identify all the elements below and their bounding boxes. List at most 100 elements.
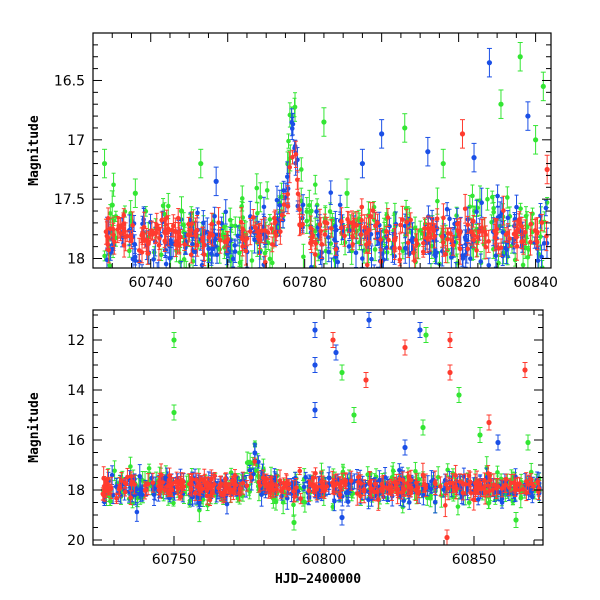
data-point-red [156,226,162,232]
data-point-red [398,222,403,228]
data-point-blue [281,188,286,193]
data-point-red [178,234,183,240]
data-point-green [165,203,171,209]
data-point-red [186,232,192,238]
data-point-red [475,234,480,240]
data-point-red [148,231,153,237]
data-point-green [435,198,440,204]
data-point-red [350,241,355,247]
y-tick-label: 17 [67,133,85,149]
data-point-blue [209,251,214,256]
data-point-red [370,208,376,213]
data-point-green [160,203,166,209]
data-point-red [471,219,476,224]
data-point-red [528,221,534,227]
data-point-blue [360,256,365,261]
data-point-blue [337,202,343,208]
data-point-green [445,467,450,473]
data-point-green [455,504,461,509]
data-point-blue [328,190,334,195]
data-point-red [492,228,498,234]
data-point-red [310,233,316,238]
data-point-green [264,188,270,193]
data-point-blue [447,216,452,222]
top-panel: 60740 60760 60780 60800 60820 60840 16.5 17 17.5… [27,32,558,297]
data-point-green [518,495,524,501]
data-point-red [244,236,250,241]
outlier-point-blue [425,149,431,155]
outlier-point-green [178,208,185,214]
y-tick-label: 18 [67,252,85,268]
data-point-blue [290,121,296,127]
data-point-red [139,233,144,238]
data-point-green [312,182,318,187]
outlier-point-green [321,119,327,125]
data-point-blue [505,215,511,221]
data-point-blue [326,235,331,240]
data-point-green [118,277,123,282]
data-point-red [496,246,501,251]
data-point-green [523,213,529,219]
data-point-red [281,202,287,207]
data-point-red [384,229,389,234]
outlier-point-green [132,190,138,196]
data-point-green [413,468,418,474]
data-point-red [216,220,221,225]
data-point-red [175,215,181,221]
data-point-red [338,225,344,231]
data-point-red [462,206,468,212]
data-point-red [523,229,528,235]
data-point-red [255,234,261,239]
y-tick-label: 16.5 [54,73,85,89]
data-point-green [489,194,495,200]
data-point-green [257,194,263,200]
data-point-red [153,230,159,236]
data-point-blue [168,238,173,243]
data-point-green [107,263,113,268]
data-point-red [507,236,512,241]
data-point-green [300,499,306,504]
data-point-red [457,232,462,237]
data-point-red [136,248,142,253]
data-point-green [128,464,133,469]
data-point-blue [300,202,306,208]
data-point-red [319,242,325,247]
data-point-green [171,500,176,506]
data-point-red [243,248,249,254]
data-point-red [404,219,410,225]
data-point-red [240,227,246,232]
data-point-red [465,246,471,252]
data-point-green [372,247,378,252]
data-point-red [218,237,223,243]
data-points-bottom [100,312,542,545]
data-point-green [518,206,523,211]
data-point-blue [544,240,550,246]
data-point-red [439,234,445,239]
data-point-green [127,248,132,254]
data-point-red [278,229,283,234]
x-tick-label: 60780 [282,275,327,291]
data-point-red [295,191,301,197]
x-tick-label: 60800 [359,275,404,291]
data-point-red [115,227,120,232]
x-tick-label: 60820 [436,275,481,291]
bottom-panel: 60750 60800 608501214161820MagnitudeHJD−24… [27,309,544,587]
data-point-green [262,250,268,256]
data-point-red [317,222,323,227]
data-point-green [286,138,291,144]
data-point-green [524,224,530,230]
data-point-red [342,233,347,239]
data-point-blue [255,292,260,297]
data-point-blue [104,257,110,263]
data-point-red [128,234,133,239]
data-point-red [424,235,430,241]
data-point-red [273,233,279,238]
data-point-red [474,248,479,253]
data-point-green [365,472,371,477]
data-point-red [201,252,207,257]
data-point-red [350,234,356,240]
data-point-green [403,206,409,211]
data-point-red [386,237,391,243]
data-point-red [141,224,147,230]
